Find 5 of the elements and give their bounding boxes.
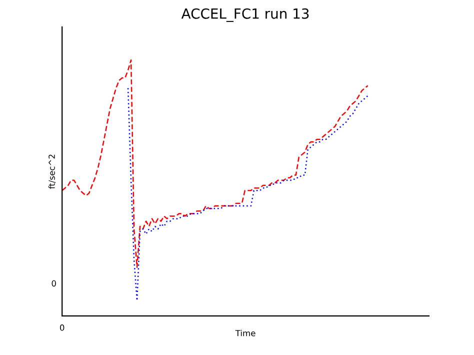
x-axis-title: Time bbox=[235, 330, 256, 336]
chart-title: ACCEL_FC1 run 13 bbox=[181, 8, 309, 22]
y-axis-title: ft/sec^2 bbox=[48, 154, 56, 189]
text: 0 bbox=[60, 324, 64, 331]
text: 0 bbox=[52, 280, 56, 287]
